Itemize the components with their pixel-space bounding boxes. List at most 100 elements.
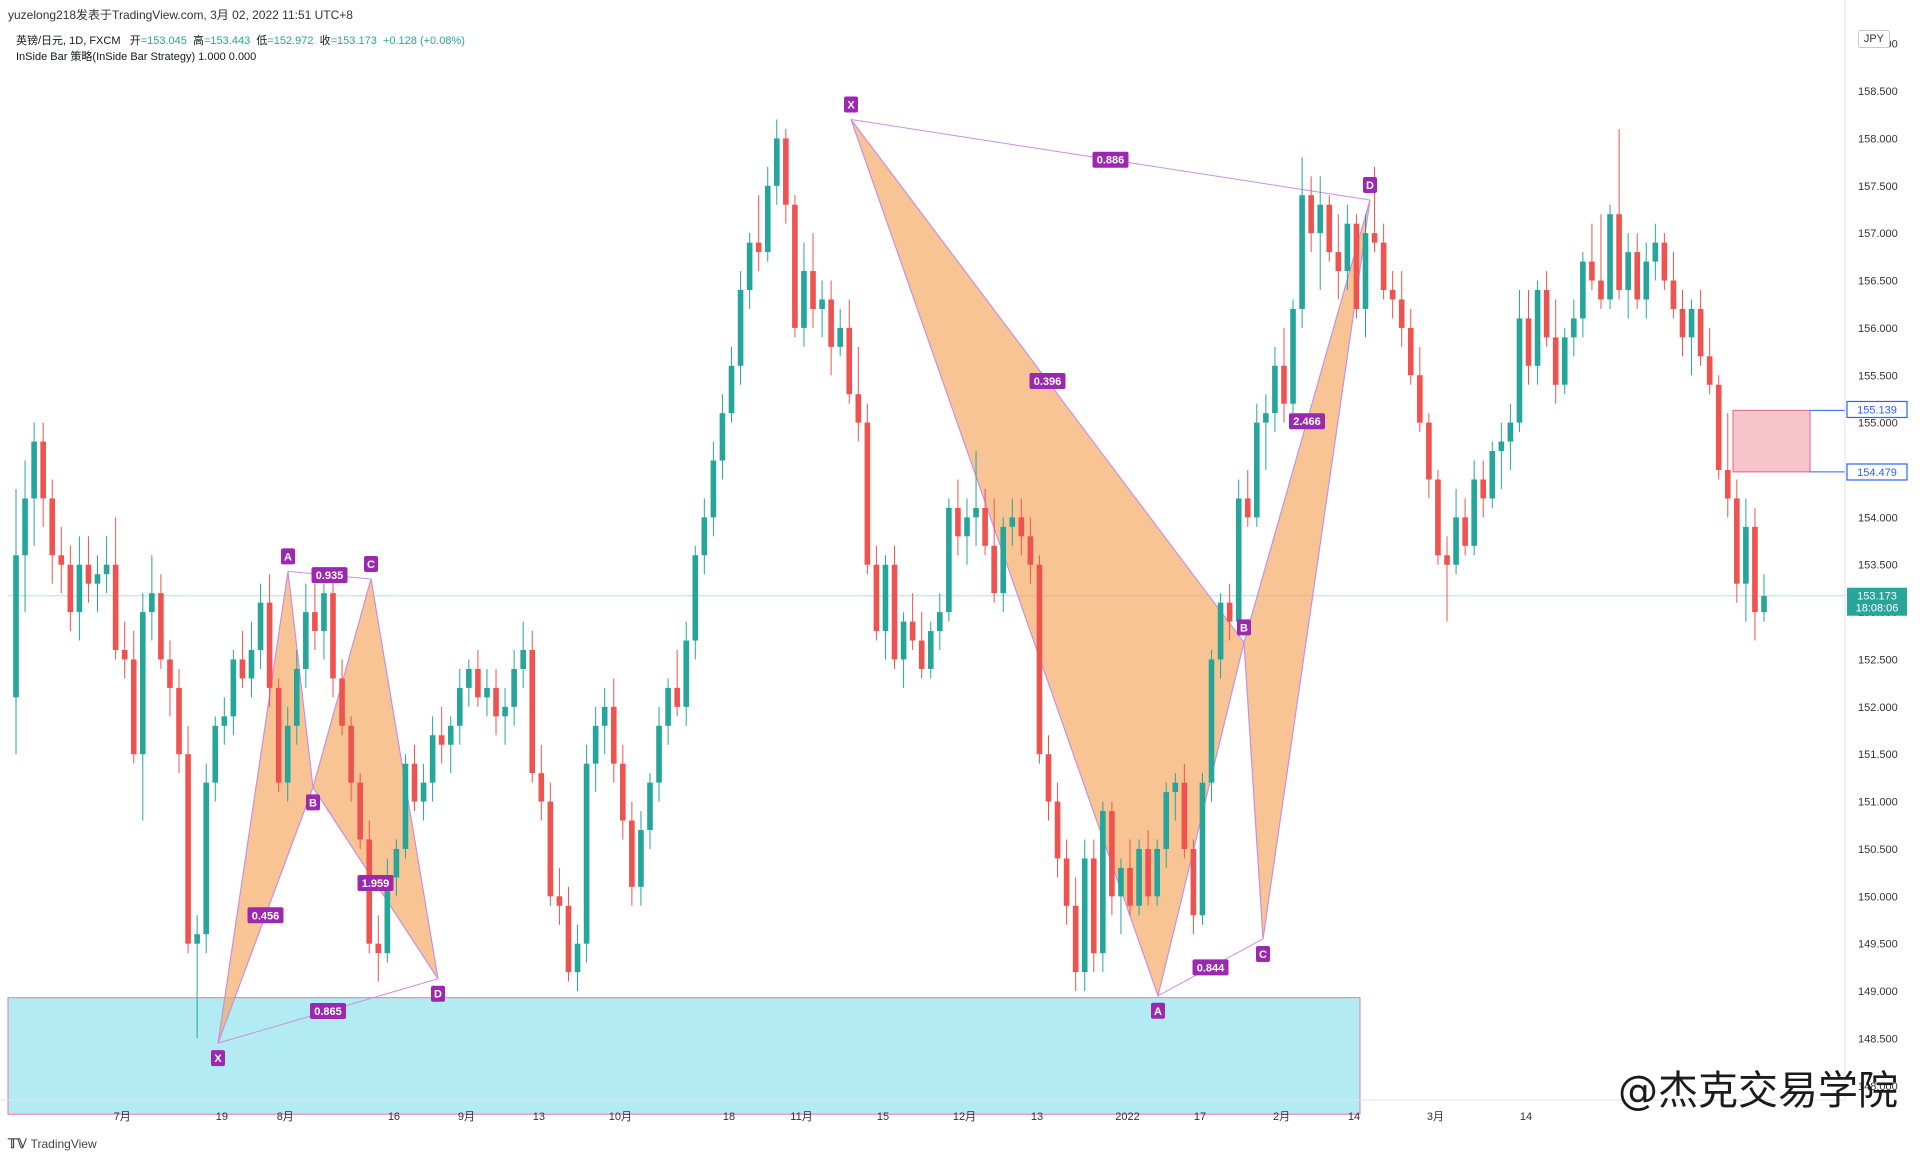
candle (167, 640, 173, 717)
candle-body (846, 327, 853, 395)
candle (1254, 403, 1260, 527)
candle-body (927, 631, 934, 669)
symbol-label[interactable]: 英镑/日元, 1D, FXCM (16, 35, 121, 47)
candle-layer (13, 119, 1767, 1039)
strategy-legend[interactable]: InSide Bar 策略(InSide Bar Strategy) 1.000… (16, 51, 257, 63)
candle-body (1580, 261, 1586, 319)
candle (592, 706, 599, 793)
pattern-1-ratio-1: 0.456 (247, 907, 284, 924)
candle (701, 498, 708, 575)
candle (764, 166, 771, 262)
candle (1326, 195, 1333, 262)
candle-body (149, 593, 155, 613)
candle-body (447, 725, 454, 745)
candle (1598, 214, 1604, 309)
candle (1724, 413, 1731, 518)
candle (601, 687, 608, 755)
candle-body (1634, 252, 1641, 300)
candle (1389, 271, 1396, 319)
pattern-label-layer: X A B C D 0.456 0.935 1.959 0.865 X A B C D 0.396 0.844… (211, 96, 1377, 1067)
candle-body (1317, 204, 1324, 234)
candle (1081, 839, 1088, 992)
candle-body (221, 716, 228, 726)
candle (1027, 517, 1034, 584)
candle (266, 574, 273, 707)
candle (348, 716, 354, 802)
candle (1706, 327, 1713, 395)
candle-body (456, 687, 463, 726)
candle-body (1100, 811, 1106, 954)
candle-body (1081, 858, 1088, 973)
candle-body (339, 678, 345, 726)
pattern-2-point-d: D (1363, 177, 1377, 193)
candle (1272, 346, 1278, 433)
candle-body (1498, 441, 1505, 452)
x-tick-label: 7月 (114, 1111, 131, 1123)
candle-body (1570, 318, 1577, 338)
candle-body (1380, 242, 1387, 290)
candle-body (112, 564, 119, 650)
candle-body (1145, 848, 1151, 897)
candle (1670, 252, 1677, 319)
candle (1534, 280, 1541, 385)
candle-body (438, 735, 445, 745)
y-tick-label: 153.500 (1858, 560, 1898, 572)
candle-body (1344, 223, 1351, 272)
candle-body (248, 650, 255, 679)
point-label-text: C (1259, 949, 1267, 961)
candle (339, 659, 345, 736)
candle (456, 668, 463, 745)
candle (656, 706, 662, 802)
supply-zone (1732, 409, 1811, 473)
candle (1362, 214, 1369, 338)
ratio-label-text: 0.844 (1197, 962, 1225, 974)
candle-body (1543, 290, 1550, 338)
candle (230, 650, 237, 736)
x-tick-label: 18 (723, 1111, 735, 1123)
candle (1063, 839, 1070, 925)
candle-body (1752, 526, 1758, 613)
candle-body (1407, 327, 1414, 376)
candle (194, 915, 200, 1039)
ratio-label-bg (1289, 413, 1325, 430)
pattern-1-ratio-3: 1.959 (357, 875, 394, 892)
tradingview-brand: TradingView (30, 1137, 97, 1151)
candle-body (230, 659, 237, 717)
candle-body (402, 763, 409, 849)
candle-body (321, 593, 327, 632)
y-tick-label: 152.000 (1858, 702, 1898, 714)
point-label-bg (1256, 945, 1270, 962)
candle (1054, 782, 1061, 878)
candle-body (1054, 801, 1061, 859)
point-label-text: A (1154, 1006, 1162, 1018)
candle (1263, 394, 1269, 470)
axis-layer: 159.000158.500158.000157.500157.000156.5… (0, 0, 1908, 1123)
candle (683, 621, 690, 726)
candle (565, 886, 572, 982)
candle (1570, 299, 1577, 357)
candle-body (1163, 792, 1170, 849)
point-label-bg (364, 555, 378, 572)
candle (466, 659, 472, 707)
candle-body (918, 640, 925, 669)
candle-body (1254, 422, 1260, 518)
candle-body (656, 725, 662, 783)
y-tick-label: 151.000 (1858, 797, 1898, 809)
candle (330, 574, 336, 698)
candle-body (583, 763, 590, 944)
candle (40, 422, 46, 527)
currency-badge[interactable]: JPY (1857, 30, 1890, 48)
price-badge-text: 155.139 (1857, 404, 1897, 416)
candle-body (629, 820, 635, 887)
candle-body (1308, 195, 1314, 234)
candle-body (1226, 602, 1233, 622)
candle-body (937, 612, 943, 632)
tradingview-logo[interactable]: 𝕋𝕍 TradingView (8, 1136, 97, 1152)
candle-body (819, 299, 825, 309)
candle-body (1326, 204, 1333, 253)
candle (1018, 498, 1025, 556)
candle-body (909, 621, 916, 641)
candle (873, 545, 880, 641)
